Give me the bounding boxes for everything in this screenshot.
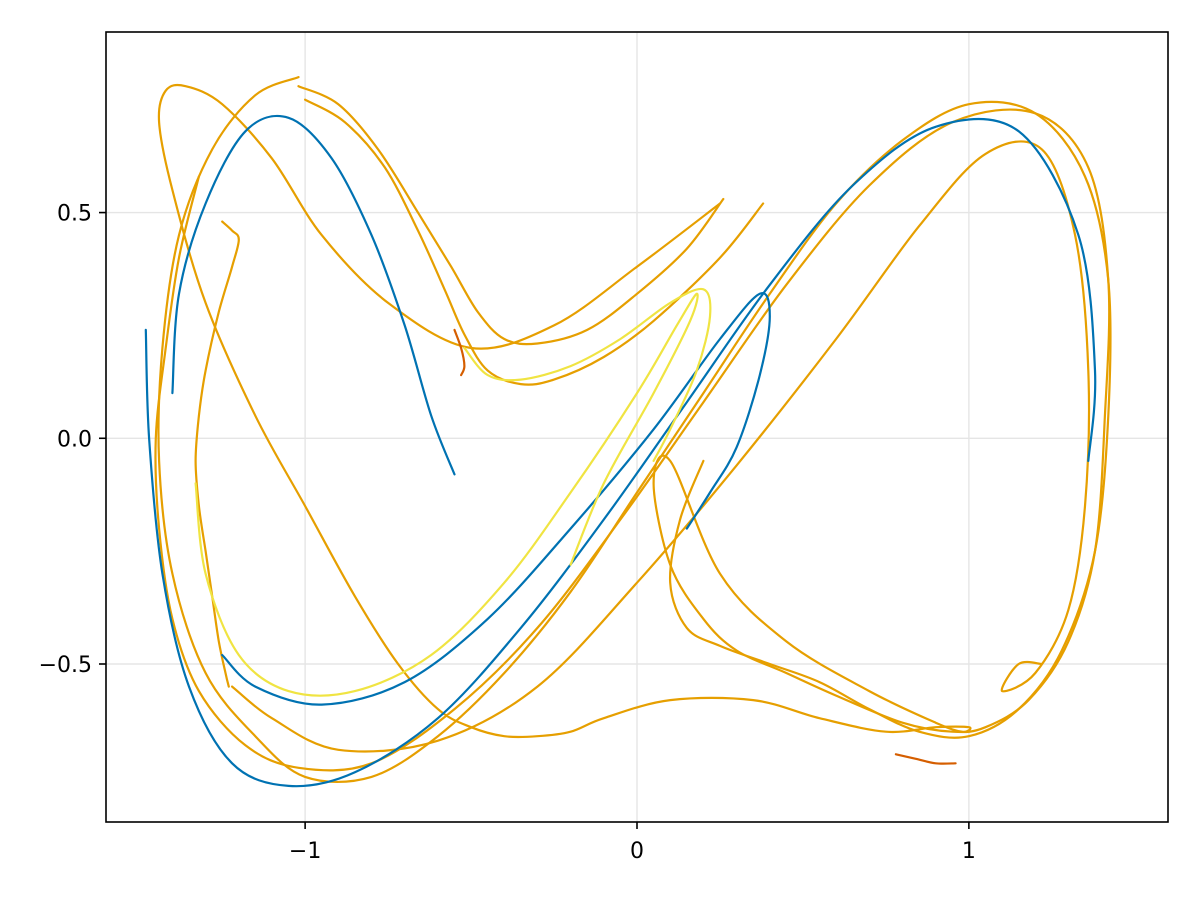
x-tick-label: 1 (962, 839, 976, 864)
y-tick-label: −0.5 (39, 653, 92, 678)
tick-layer: −1 0 1 −0.5 0.0 0.5 (39, 202, 976, 864)
series-line-6 (171, 114, 456, 476)
series-line-2 (297, 85, 725, 346)
series-line-11 (453, 328, 466, 377)
series-line-7 (144, 117, 1097, 788)
series-line-4 (194, 220, 240, 688)
x-tick-label: −1 (289, 839, 321, 864)
series-line-1 (157, 76, 1112, 783)
series-line-5 (231, 140, 1091, 753)
series-line-9 (194, 292, 699, 697)
series-line-3 (304, 98, 765, 386)
series-line-8 (221, 292, 771, 706)
grid-layer (106, 32, 1168, 822)
series-line-12 (894, 753, 957, 765)
series-line-10 (463, 287, 712, 462)
y-tick-label: 0.0 (57, 427, 92, 452)
y-tick-label: 0.5 (57, 202, 92, 227)
series-line-0 (154, 83, 1111, 772)
series-layer (144, 76, 1112, 788)
x-tick-label: 0 (630, 839, 644, 864)
